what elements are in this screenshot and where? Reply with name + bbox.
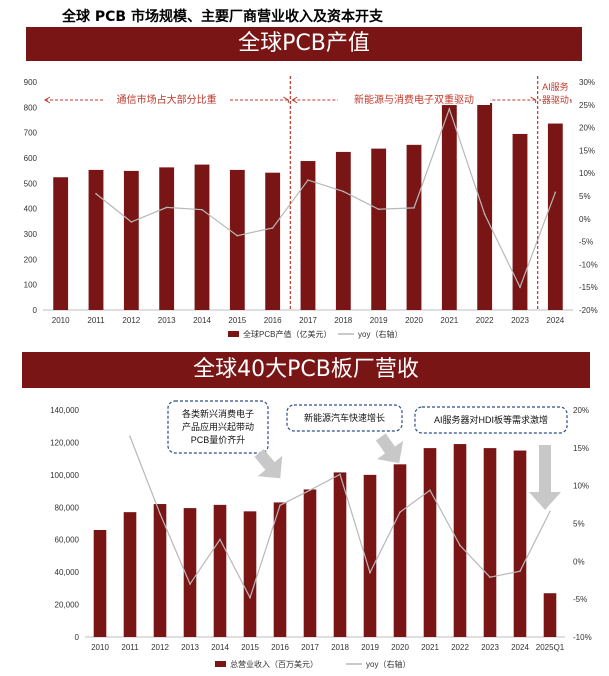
y2-tick-label: 0% [579,215,591,224]
y-tick-label: 900 [24,78,38,87]
y2-tick-label: 30% [579,78,595,87]
y2-tick-label: -15% [579,283,598,292]
x-tick-label: 2012 [122,316,140,325]
y2-tick-label: 10% [579,169,595,178]
chart1-banner: 全球PCB产值 [26,27,582,61]
x-tick-label: 2018 [334,316,352,325]
bar [371,148,387,310]
y-tick-label: 400 [24,205,38,214]
yoy-point [483,213,486,216]
regime-arrow-head [291,96,298,104]
page-title: 全球 PCB 市场规模、主要厂商营业收入及资本开支 [62,9,383,25]
y-tick-label: 800 [24,103,38,112]
y-tick-label: 100 [24,281,38,290]
x-tick-label: 2023 [511,316,529,325]
bar [123,170,139,310]
yoy-point [342,190,345,193]
y2-tick-label: -5% [579,238,593,247]
bar [159,167,175,310]
x-tick-label: 2020 [405,316,423,325]
yoy-point [448,108,451,110]
yoy-point [307,179,309,181]
x-tick-label: 2019 [370,316,388,325]
x-tick-label: 2011 [87,316,105,325]
x-tick-label: 2013 [158,316,176,325]
legend-label: yoy（右轴） [358,329,402,339]
yoy-point [236,234,239,237]
bar [441,105,457,310]
yoy-point [413,207,415,209]
x-tick-label: 2021 [440,316,458,325]
bar [88,169,104,310]
y-tick-label: 200 [24,255,38,264]
y2-tick-label: 20% [579,124,595,133]
y2-tick-label: -20% [579,306,598,315]
regime-arrow-head [44,96,51,104]
bar [53,177,69,310]
yoy-point [377,208,380,211]
bar [335,151,351,310]
yoy-point [95,192,97,195]
yoy-line [95,107,556,289]
y2-tick-label: -10% [579,260,598,269]
annotation-label: AI服务 [542,81,569,92]
annotation-label: 通信市场占大部分比重 [117,93,217,106]
bar [300,161,316,310]
y-tick-label: 300 [24,230,38,239]
yoy-point [519,286,521,289]
bar [512,133,528,310]
x-tick-label: 2016 [264,316,282,325]
x-tick-label: 2015 [228,316,246,325]
y-tick-label: 0 [33,306,38,315]
yoy-point [554,191,557,194]
annotation-label: 新能源与消费电子双重驱动 [354,93,474,106]
legend-label: 全球PCB产值（亿美元） [243,329,331,339]
y-tick-label: 500 [24,179,38,188]
bar [229,169,245,310]
x-tick-label: 2024 [546,316,564,325]
regime-arrow-head [530,96,537,103]
x-tick-label: 2017 [299,316,317,325]
legend-swatch-bar [228,331,239,337]
y2-tick-label: 5% [579,192,591,201]
annotation-bg [104,91,229,105]
bar [194,164,210,310]
bar [265,172,281,310]
yoy-point [201,208,203,211]
y2-tick-label: 15% [579,146,595,155]
x-tick-label: 2022 [476,316,494,325]
chart2-banner: 全球40大PCB板厂营收 [22,352,590,388]
y2-tick-label: 25% [579,101,595,110]
yoy-point [165,206,168,209]
bar [477,103,493,310]
bar [406,144,422,310]
y-tick-label: 700 [24,129,38,138]
x-tick-label: 2014 [193,316,211,325]
y-tick-label: 600 [24,154,38,163]
yoy-point [271,227,274,229]
annotation-label: 器驱动 [542,95,569,105]
bar [547,123,563,311]
annotation-bg [540,91,570,105]
annotation-bg [338,91,490,105]
regime-arrow-head [283,96,289,103]
x-tick-label: 2010 [52,316,70,325]
yoy-point [130,221,133,223]
